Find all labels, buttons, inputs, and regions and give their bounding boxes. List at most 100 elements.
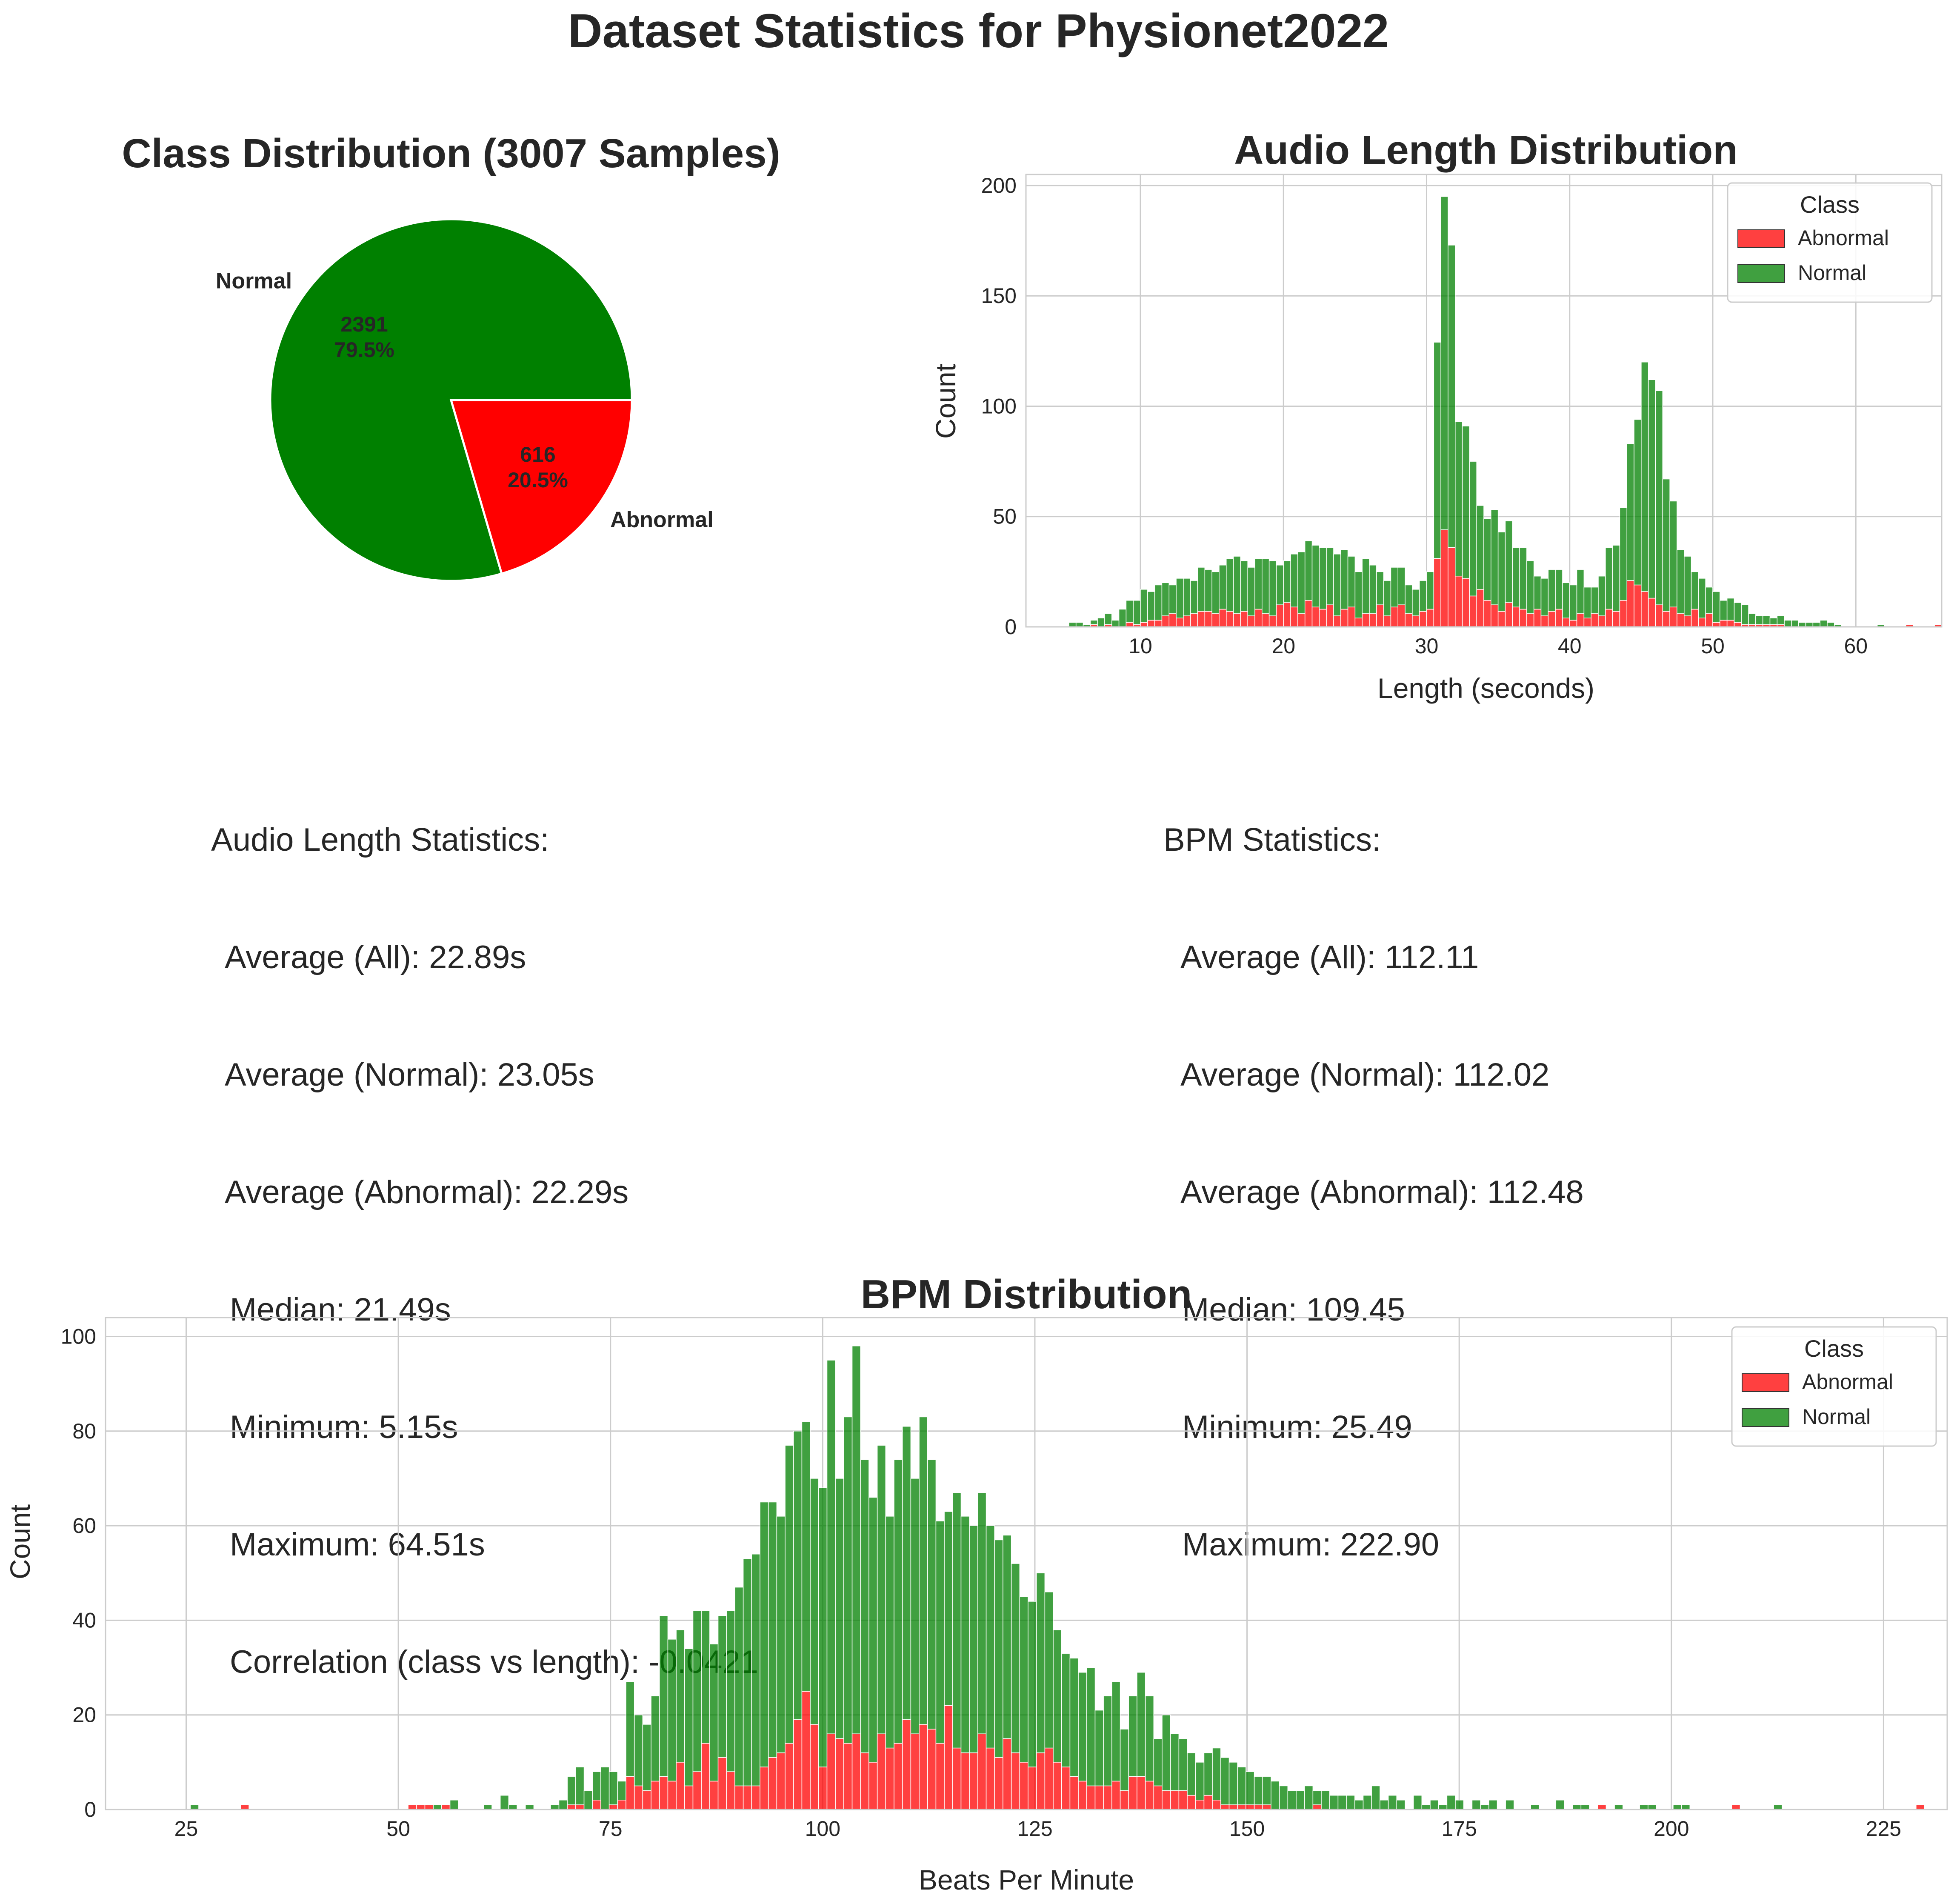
bpm-bar-normal — [617, 1781, 626, 1801]
bpm-bar-normal — [709, 1644, 719, 1782]
length-bar-normal — [1247, 567, 1255, 616]
bpm-bar-normal — [1296, 1790, 1305, 1810]
bpm-bar-abnormal — [743, 1785, 752, 1810]
bpm-xtick: 125 — [1017, 1817, 1052, 1841]
bpm-bar-normal — [927, 1459, 937, 1730]
length-bar-normal — [1154, 584, 1163, 621]
length-bar-abnormal — [1340, 609, 1348, 627]
bpm-bar-normal — [1237, 1767, 1246, 1805]
length-bar-normal — [1705, 586, 1713, 614]
length-legend-swatch-abnormal — [1737, 229, 1785, 248]
length-bar-abnormal — [1204, 611, 1212, 627]
length-bar-normal — [1233, 556, 1241, 614]
bpm-bar-normal — [1455, 1800, 1464, 1810]
bpm-bar-normal — [1639, 1804, 1648, 1810]
bpm-bar-abnormal — [676, 1762, 685, 1810]
pie-slice-abnormal — [449, 399, 633, 575]
length-bar-abnormal — [1369, 613, 1377, 627]
length-bar-normal — [1340, 549, 1348, 610]
bpm-bar-normal — [851, 1345, 861, 1734]
length-bar-abnormal — [1583, 618, 1591, 627]
length-bar-abnormal — [1276, 604, 1284, 627]
bpm-bar-abnormal — [1061, 1767, 1071, 1810]
bpm-bar-abnormal — [408, 1804, 417, 1810]
length-bar-abnormal — [1347, 606, 1356, 627]
bpm-bar-abnormal — [1028, 1767, 1037, 1810]
bpm-bar-normal — [1061, 1653, 1071, 1767]
bpm-bar-normal — [1380, 1800, 1389, 1810]
length-xtick: 30 — [1415, 634, 1439, 658]
bpm-stat-avg-abnormal: Average (Abnormal): 112.48 — [1180, 1174, 1584, 1210]
bpm-bar-abnormal — [1011, 1752, 1020, 1810]
bpm-ytick: 0 — [84, 1798, 96, 1821]
length-bar-normal — [1677, 549, 1685, 614]
length-bar-normal — [1769, 618, 1778, 625]
bpm-xtick: 225 — [1866, 1817, 1901, 1841]
bpm-bar-normal — [692, 1610, 702, 1772]
bpm-bar-abnormal — [902, 1719, 911, 1810]
length-bar-normal — [1390, 567, 1398, 608]
bpm-bar-normal — [1086, 1667, 1096, 1787]
bpm-bar-abnormal — [1731, 1804, 1741, 1810]
bpm-bar-normal — [1321, 1790, 1330, 1810]
bpm-bar-normal — [1271, 1781, 1280, 1810]
bpm-bar-normal — [885, 1516, 894, 1749]
bpm-bar-abnormal — [969, 1752, 978, 1810]
bpm-bar-abnormal — [1237, 1804, 1246, 1810]
length-bar-normal — [1283, 560, 1291, 603]
length-bar-normal — [1240, 560, 1248, 612]
length-bar-abnormal — [1383, 615, 1391, 627]
length-xlabel: Length (seconds) — [1377, 672, 1594, 704]
length-bar-abnormal — [1297, 613, 1306, 627]
bpm-bar-normal — [1044, 1591, 1054, 1749]
bpm-bar-normal — [1036, 1572, 1046, 1753]
bpm-bar-abnormal — [1078, 1781, 1087, 1810]
length-bar-normal — [1369, 565, 1377, 614]
length-bar-normal — [1712, 591, 1720, 623]
length-bar-abnormal — [1691, 609, 1699, 627]
length-bar-normal — [1140, 589, 1148, 623]
bpm-bar-normal — [609, 1771, 618, 1805]
bpm-bar-normal — [1069, 1658, 1079, 1777]
bpm-bar-abnormal — [575, 1804, 585, 1810]
bpm-bar-abnormal — [1086, 1785, 1096, 1810]
bpm-bar-normal — [1471, 1800, 1481, 1810]
length-xtick: 50 — [1701, 634, 1725, 658]
length-bar-abnormal — [1190, 613, 1198, 627]
bpm-bar-abnormal — [751, 1785, 760, 1810]
length-bar-abnormal — [1648, 598, 1656, 627]
length-bar-abnormal — [1505, 602, 1513, 627]
bpm-bar-normal — [1203, 1752, 1213, 1796]
bpm-legend-title: Class — [1804, 1335, 1864, 1362]
length-bar-abnormal — [1634, 584, 1642, 627]
bpm-bar-abnormal — [1128, 1776, 1137, 1810]
length-bar-abnormal — [1254, 609, 1263, 627]
bpm-bar-normal — [1388, 1795, 1397, 1810]
bpm-bar-normal — [810, 1478, 819, 1725]
audio-stat-maximum: Maximum: 64.51s — [230, 1527, 485, 1563]
bpm-bar-normal — [1011, 1563, 1020, 1753]
bpm-bar-abnormal — [960, 1752, 970, 1810]
length-bar-normal — [1634, 419, 1642, 586]
bpm-bar-normal — [1555, 1800, 1565, 1810]
bpm-bar-abnormal — [818, 1767, 828, 1810]
bpm-ytick: 80 — [72, 1419, 96, 1443]
length-legend-swatch-normal — [1737, 264, 1785, 283]
length-bar-abnormal — [1734, 622, 1742, 627]
length-bar-abnormal — [1426, 609, 1434, 627]
bpm-bar-normal — [969, 1525, 978, 1753]
bpm-legend-swatch-abnormal — [1742, 1373, 1789, 1392]
bpm-bar-abnormal — [634, 1785, 643, 1810]
length-bar-abnormal — [1233, 613, 1241, 627]
bpm-bar-abnormal — [1053, 1762, 1062, 1810]
length-bar-normal — [1268, 560, 1277, 616]
bpm-bar-normal — [667, 1639, 677, 1782]
length-legend-title: Class — [1800, 191, 1860, 218]
length-bar-abnormal — [1626, 580, 1634, 627]
length-bar-abnormal — [1161, 615, 1169, 627]
bpm-bar-normal — [1312, 1790, 1322, 1805]
length-bar-abnormal — [1726, 620, 1735, 627]
bpm-bar-normal — [1178, 1738, 1188, 1791]
pie-count-abnormal: 616 — [520, 443, 555, 466]
bpm-bar-abnormal — [1178, 1790, 1188, 1810]
